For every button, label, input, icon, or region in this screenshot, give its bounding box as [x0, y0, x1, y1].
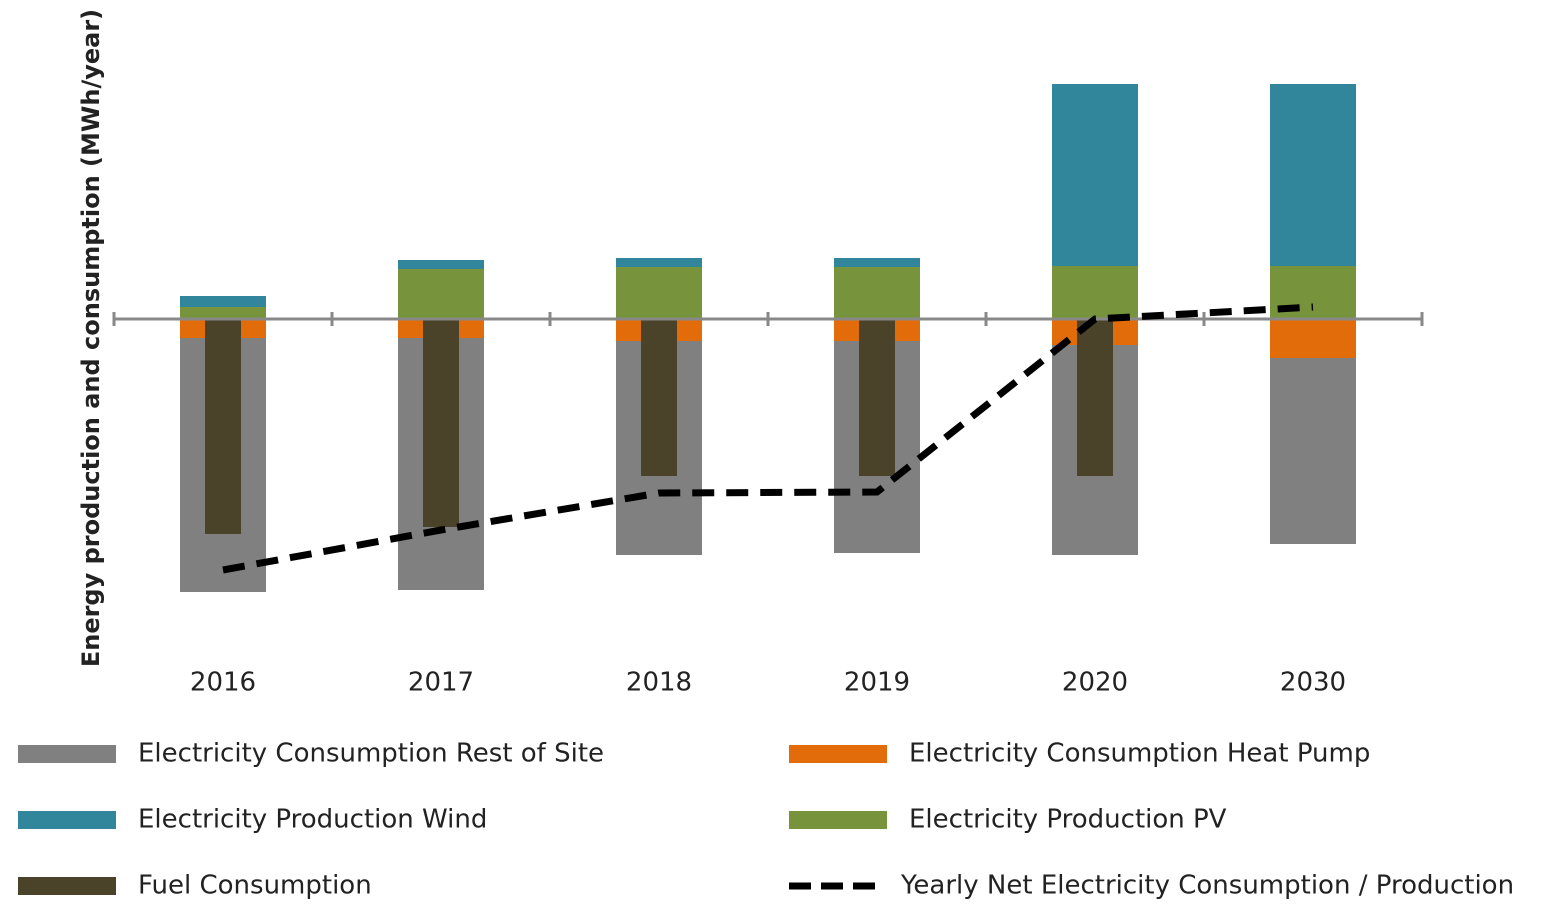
x-tick-label: 2016 — [190, 668, 256, 698]
legend-label: Yearly Net Electricity Consumption / Pro… — [900, 871, 1514, 901]
bar — [1077, 319, 1113, 476]
bar — [834, 267, 920, 319]
bar — [1270, 319, 1356, 358]
y-axis-label: Energy production and consumption (MWh/y… — [77, 9, 105, 667]
legend-label: Fuel Consumption — [138, 871, 372, 901]
x-tick-label: 2020 — [1062, 668, 1128, 698]
bar — [1270, 84, 1356, 266]
bar — [205, 319, 241, 534]
bar — [616, 267, 702, 319]
bar — [180, 307, 266, 319]
bar — [1052, 84, 1138, 266]
legend-swatch — [789, 811, 887, 829]
legend-swatch — [18, 877, 116, 895]
bar — [641, 319, 677, 476]
legend-label: Electricity Production PV — [909, 805, 1227, 835]
legend-label: Electricity Production Wind — [138, 805, 487, 835]
x-tick-label: 2018 — [626, 668, 692, 698]
x-tick-label: 2017 — [408, 668, 474, 698]
legend-label: Electricity Consumption Rest of Site — [138, 739, 604, 769]
bar — [859, 319, 895, 476]
net-line — [222, 303, 1314, 574]
legend-label: Electricity Consumption Heat Pump — [909, 739, 1370, 769]
bar — [1052, 266, 1138, 319]
bar — [616, 258, 702, 267]
legend-swatch — [789, 745, 887, 763]
bar — [1270, 358, 1356, 544]
bar — [423, 319, 459, 527]
bar — [398, 260, 484, 269]
legend-swatch — [18, 745, 116, 763]
x-tick-label: 2030 — [1280, 668, 1346, 698]
bar — [834, 258, 920, 267]
bar — [180, 296, 266, 307]
x-tick-label: 2019 — [844, 668, 910, 698]
bar — [398, 269, 484, 319]
legend-swatch — [18, 811, 116, 829]
